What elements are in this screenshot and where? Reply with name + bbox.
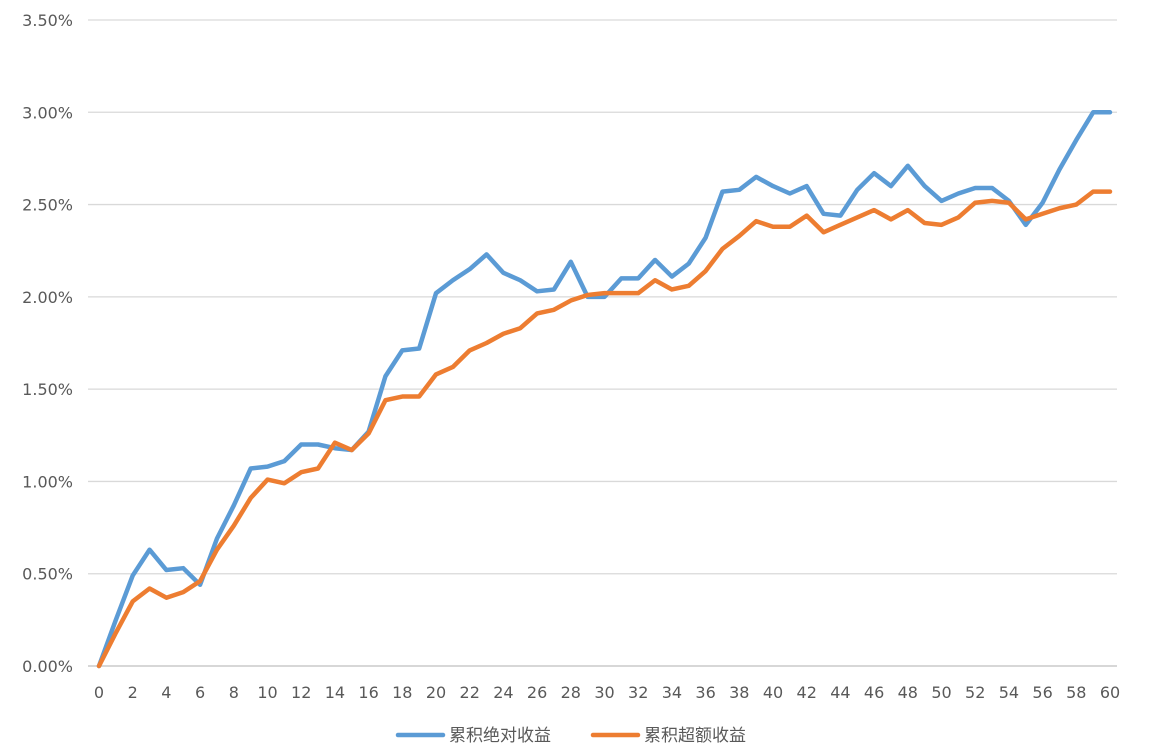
x-tick-label-13: 26: [527, 683, 547, 702]
x-tick-label-10: 20: [426, 683, 446, 702]
x-tick-label-7: 14: [325, 683, 345, 702]
y-tick-label-6: 3.00%: [22, 103, 73, 122]
x-tick-label-30: 60: [1100, 683, 1120, 702]
y-tick-label-7: 3.50%: [22, 11, 73, 30]
x-tick-label-20: 40: [763, 683, 783, 702]
y-tick-label-2: 1.00%: [22, 472, 73, 491]
x-tick-label-2: 4: [161, 683, 171, 702]
x-tick-label-25: 50: [931, 683, 951, 702]
series-line-1: [96, 110, 1113, 669]
x-tick-label-28: 56: [1032, 683, 1052, 702]
x-tick-label-19: 38: [729, 683, 749, 702]
x-tick-label-12: 24: [493, 683, 513, 702]
x-tick-label-6: 12: [291, 683, 311, 702]
legend-item-series-1: 累积绝对收益: [395, 726, 551, 746]
x-tick-label-24: 48: [898, 683, 918, 702]
x-tick-label-5: 10: [257, 683, 277, 702]
y-tick-label-0: 0.00%: [22, 657, 73, 676]
x-tick-label-15: 30: [594, 683, 614, 702]
legend: 累积绝对收益 累积超额收益: [395, 726, 746, 746]
x-tick-label-18: 36: [695, 683, 715, 702]
y-tick-label-1: 0.50%: [22, 565, 73, 584]
x-tick-label-26: 52: [965, 683, 985, 702]
x-tick-label-14: 28: [561, 683, 581, 702]
y-tick-label-4: 2.00%: [22, 288, 73, 307]
x-axis-tick-labels: 0 2 4 6 8 10 12 14 16 18 20 22 24 26 28 30 32 34 36 38 40 42 4…: [94, 683, 1120, 702]
y-axis-tick-labels: 0.00% 0.50% 1.00% 1.50% 2.00% 2.50% 3.00% 3.50%: [22, 11, 73, 676]
x-tick-label-11: 22: [460, 683, 480, 702]
legend-label-series-1: 累积绝对收益: [449, 726, 551, 746]
x-tick-label-4: 8: [229, 683, 239, 702]
x-tick-label-16: 32: [628, 683, 648, 702]
legend-item-series-2: 累积超额收益: [590, 726, 746, 746]
x-tick-label-3: 6: [195, 683, 205, 702]
x-tick-label-8: 16: [358, 683, 378, 702]
y-tick-label-3: 1.50%: [22, 380, 73, 399]
x-tick-label-23: 46: [864, 683, 884, 702]
x-tick-label-1: 2: [128, 683, 138, 702]
y-tick-label-5: 2.50%: [22, 196, 73, 215]
x-tick-label-9: 18: [392, 683, 412, 702]
x-tick-label-17: 34: [662, 683, 682, 702]
series-line-2: [96, 189, 1113, 669]
x-tick-label-22: 44: [830, 683, 850, 702]
x-tick-label-29: 58: [1066, 683, 1086, 702]
legend-label-series-2: 累积超额收益: [644, 726, 746, 746]
gridlines: [88, 19, 1117, 667]
x-tick-label-21: 42: [797, 683, 817, 702]
x-tick-label-27: 54: [999, 683, 1019, 702]
x-tick-label-0: 0: [94, 683, 104, 702]
series-lines: [96, 110, 1113, 669]
